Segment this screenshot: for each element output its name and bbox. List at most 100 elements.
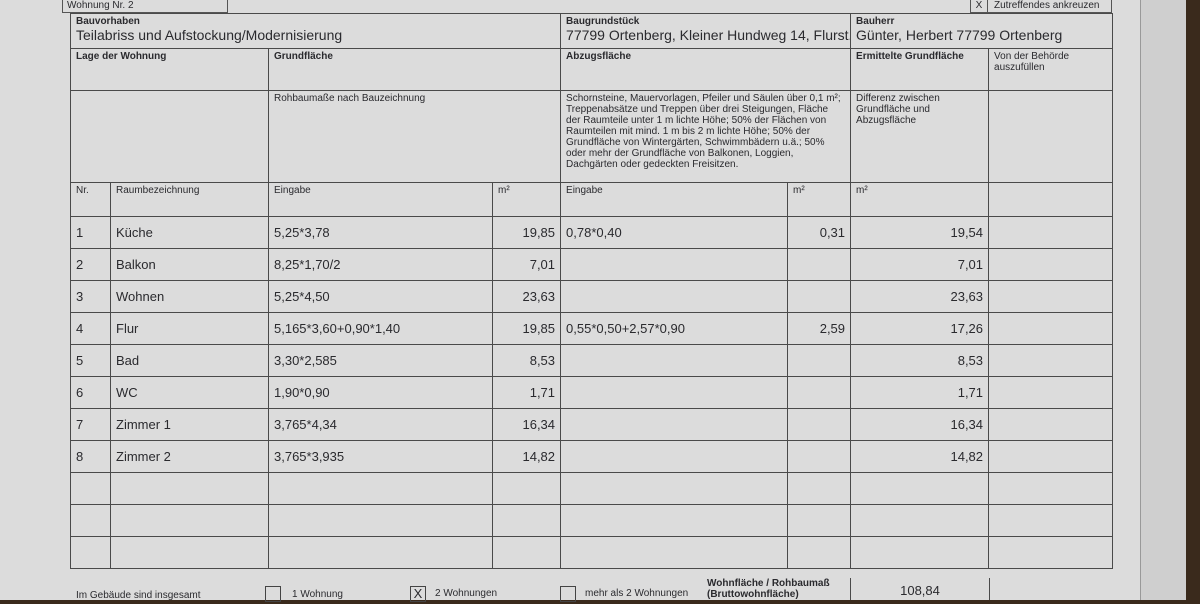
cell-raum: [110, 472, 269, 505]
cell-behoerde: [988, 504, 1114, 537]
bauherr-cell: Bauherr Günter, Herbert 77799 Ortenberg: [850, 13, 1114, 49]
cell-nr: 1: [70, 216, 111, 249]
cell-abzug: [560, 536, 789, 569]
cell-eingabe: 3,765*4,34: [268, 408, 493, 441]
cell-abzug: [560, 280, 789, 313]
cell-ergebnis: 19,54: [850, 216, 990, 249]
cell-abzug-m2: 0,31: [787, 216, 852, 249]
baugrundstueck-cell: Baugrundstück 77799 Ortenberg, Kleiner Hu…: [560, 13, 852, 49]
cell-m2: [491, 504, 562, 537]
cell-raum: Flur: [110, 312, 269, 345]
cell-behoerde: [988, 248, 1114, 281]
m2-header: m²: [491, 182, 562, 217]
cell-behoerde: [988, 216, 1114, 249]
cell-raum: Küche: [110, 216, 269, 249]
cell-abzug: [560, 440, 789, 473]
cell-abzug-m2: [787, 248, 852, 281]
cell-m2: 1,71: [491, 376, 562, 409]
lage-value: [70, 90, 269, 183]
cell-raum: [110, 536, 269, 569]
cell-abzug-m2: [787, 376, 852, 409]
cell-behoerde: [988, 280, 1114, 313]
cell-nr: 4: [70, 312, 111, 345]
cell-abzug: [560, 376, 789, 409]
opt1-label: 1 Wohnung: [292, 589, 343, 600]
bauvorhaben-label: Bauvorhaben: [76, 16, 140, 27]
cell-abzug-m2: [787, 472, 852, 505]
cell-eingabe: [268, 504, 493, 537]
baugrundstueck-value: 77799 Ortenberg, Kleiner Hundweg 14, Flu…: [566, 27, 850, 43]
underlying-sheet: [1140, 0, 1186, 600]
cell-eingabe: [268, 472, 493, 505]
bauherr-label: Bauherr: [856, 16, 895, 27]
cell-abzug-m2: [787, 344, 852, 377]
cell-behoerde: [988, 440, 1114, 473]
cell-nr: 7: [70, 408, 111, 441]
total-value: 108,84: [850, 578, 990, 600]
table-row: [70, 536, 1114, 569]
cell-abzug: [560, 504, 789, 537]
hint-text: Zutreffendes ankreuzen: [994, 0, 1100, 11]
cell-raum: Bad: [110, 344, 269, 377]
nr-header: Nr.: [70, 182, 111, 217]
ermittelte-header: Ermittelte Grundfläche: [850, 48, 990, 91]
cell-eingabe: 5,25*3,78: [268, 216, 493, 249]
insgesamt-label: Im Gebäude sind insgesamt: [76, 590, 201, 601]
cell-m2: 16,34: [491, 408, 562, 441]
cell-behoerde: [988, 472, 1114, 505]
cell-nr: 5: [70, 344, 111, 377]
wohnflaeche-label: Wohnfläche / Rohbaumaß (Bruttowohnfläche…: [707, 578, 830, 600]
hint-mark: X: [971, 0, 988, 12]
cell-abzug: [560, 408, 789, 441]
cell-eingabe: 3,765*3,935: [268, 440, 493, 473]
cell-abzug-m2: [787, 440, 852, 473]
cell-abzug-m2: [787, 408, 852, 441]
abzug-m2-header: m²: [787, 182, 852, 217]
cell-raum: WC: [110, 376, 269, 409]
bauherr-value: Günter, Herbert 77799 Ortenberg: [856, 27, 1063, 43]
behoerde-header: Von der Behörde auszufüllen: [988, 48, 1114, 91]
cell-eingabe: 5,165*3,60+0,90*1,40: [268, 312, 493, 345]
raum-header: Raumbezeichnung: [110, 182, 269, 217]
cell-raum: [110, 504, 269, 537]
table-row: 7 Zimmer 1 3,765*4,34 16,34 16,34: [70, 408, 1114, 441]
cell-abzug: 0,55*0,50+2,57*0,90: [560, 312, 789, 345]
cell-abzug: [560, 248, 789, 281]
cell-abzug-m2: [787, 280, 852, 313]
cell-nr: 6: [70, 376, 111, 409]
cell-raum: Wohnen: [110, 280, 269, 313]
differenz-note: Differenz zwischen Grundfläche und Abzug…: [850, 90, 990, 183]
cell-behoerde: [988, 408, 1114, 441]
table-row: 5 Bad 3,30*2,585 8,53 8,53: [70, 344, 1114, 377]
cell-eingabe: 3,30*2,585: [268, 344, 493, 377]
hint-box: X Zutreffendes ankreuzen: [970, 0, 1112, 13]
cell-nr: 3: [70, 280, 111, 313]
cell-m2: 8,53: [491, 344, 562, 377]
cell-nr: [70, 504, 111, 537]
cell-behoerde: [988, 376, 1114, 409]
table-row: [70, 504, 1114, 537]
abzugsflaeche-header: Abzugsfläche: [560, 48, 852, 91]
cell-behoerde: [988, 536, 1114, 569]
cell-ergebnis: 17,26: [850, 312, 990, 345]
eingabe-header: Eingabe: [268, 182, 493, 217]
cell-ergebnis: 16,34: [850, 408, 990, 441]
area-table: Bauvorhaben Teilabriss und Aufstockung/Mo…: [69, 13, 1114, 569]
behoerde-header-cell: [988, 182, 1114, 217]
behoerde-cell: [988, 90, 1114, 183]
cell-ergebnis: [850, 536, 990, 569]
cell-ergebnis: 1,71: [850, 376, 990, 409]
cell-nr: [70, 472, 111, 505]
table-row: [70, 472, 1114, 505]
rohbau-note: Rohbaumaße nach Bauzeichnung: [267, 90, 562, 183]
cell-ergebnis: [850, 504, 990, 537]
cell-m2: 14,82: [491, 440, 562, 473]
cell-eingabe: 5,25*4,50: [268, 280, 493, 313]
wohnung-nr-box: Wohnung Nr. 2: [62, 0, 228, 13]
cell-abzug: [560, 472, 789, 505]
cell-m2: 23,63: [491, 280, 562, 313]
cell-abzug: [560, 344, 789, 377]
cell-ergebnis: 8,53: [850, 344, 990, 377]
wohnung-label: Wohnung Nr.: [67, 0, 126, 11]
cell-nr: 8: [70, 440, 111, 473]
